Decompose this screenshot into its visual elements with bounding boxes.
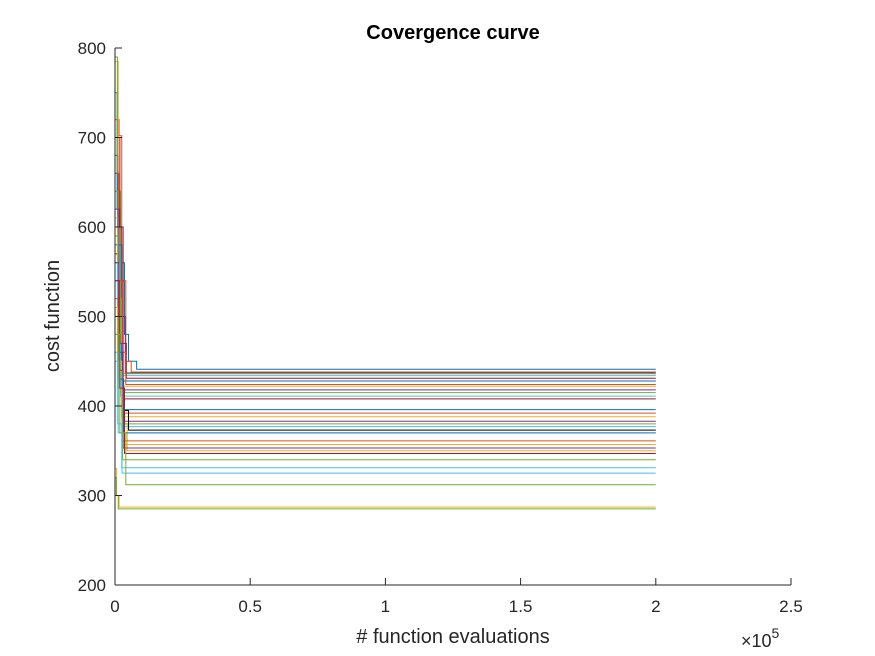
series-line-1 bbox=[115, 92, 656, 370]
series-line-4 bbox=[115, 154, 656, 374]
series-line-12 bbox=[115, 190, 656, 394]
x-axis-exponent: ×105 bbox=[741, 625, 780, 651]
x-tick-label: 1 bbox=[381, 597, 390, 616]
x-axis-exponent-base: ×10 bbox=[741, 631, 772, 651]
series-line-5 bbox=[115, 56, 656, 375]
series-line-10 bbox=[115, 217, 656, 387]
x-axis-ticks: 0 0.5 1 1.5 2 2.5 bbox=[110, 578, 803, 616]
series-line-11 bbox=[115, 226, 656, 391]
x-tick-label: 2.5 bbox=[779, 597, 803, 616]
series-line-30 bbox=[115, 333, 656, 486]
y-tick-label: 800 bbox=[78, 39, 106, 58]
series-line-2 bbox=[115, 119, 656, 373]
x-tick-label: 1.5 bbox=[509, 597, 533, 616]
x-axis-exponent-power: 5 bbox=[772, 625, 780, 641]
series-line-27 bbox=[115, 316, 656, 461]
series-line-8 bbox=[115, 172, 656, 382]
y-tick-label: 300 bbox=[78, 487, 106, 506]
series-line-9 bbox=[115, 172, 656, 386]
series-line-31 bbox=[115, 468, 656, 508]
series-line-18 bbox=[115, 208, 656, 422]
x-tick-label: 0 bbox=[110, 597, 119, 616]
series-line-14 bbox=[115, 253, 656, 400]
x-tick-label: 2 bbox=[651, 597, 660, 616]
series-line-25 bbox=[115, 262, 656, 449]
series-line-7 bbox=[115, 137, 656, 379]
y-tick-label: 200 bbox=[78, 576, 106, 595]
series-line-26 bbox=[115, 280, 656, 454]
chart-title: Covergence curve bbox=[366, 22, 539, 44]
y-tick-label: 600 bbox=[78, 218, 106, 237]
series-line-32 bbox=[115, 477, 656, 510]
x-tick-label: 0.5 bbox=[238, 597, 262, 616]
series-line-16 bbox=[115, 262, 656, 414]
series-line-6 bbox=[115, 190, 656, 377]
y-axis-ticks: 200 300 400 500 600 700 800 bbox=[78, 39, 122, 595]
y-axis-label: cost function bbox=[42, 260, 64, 372]
plot-area bbox=[115, 56, 656, 510]
x-axis-label: # function evaluations bbox=[356, 626, 549, 648]
y-tick-label: 400 bbox=[78, 397, 106, 416]
series-line-17 bbox=[115, 226, 656, 418]
series-line-20 bbox=[115, 262, 656, 428]
y-tick-label: 500 bbox=[78, 308, 106, 327]
y-tick-label: 700 bbox=[78, 129, 106, 148]
